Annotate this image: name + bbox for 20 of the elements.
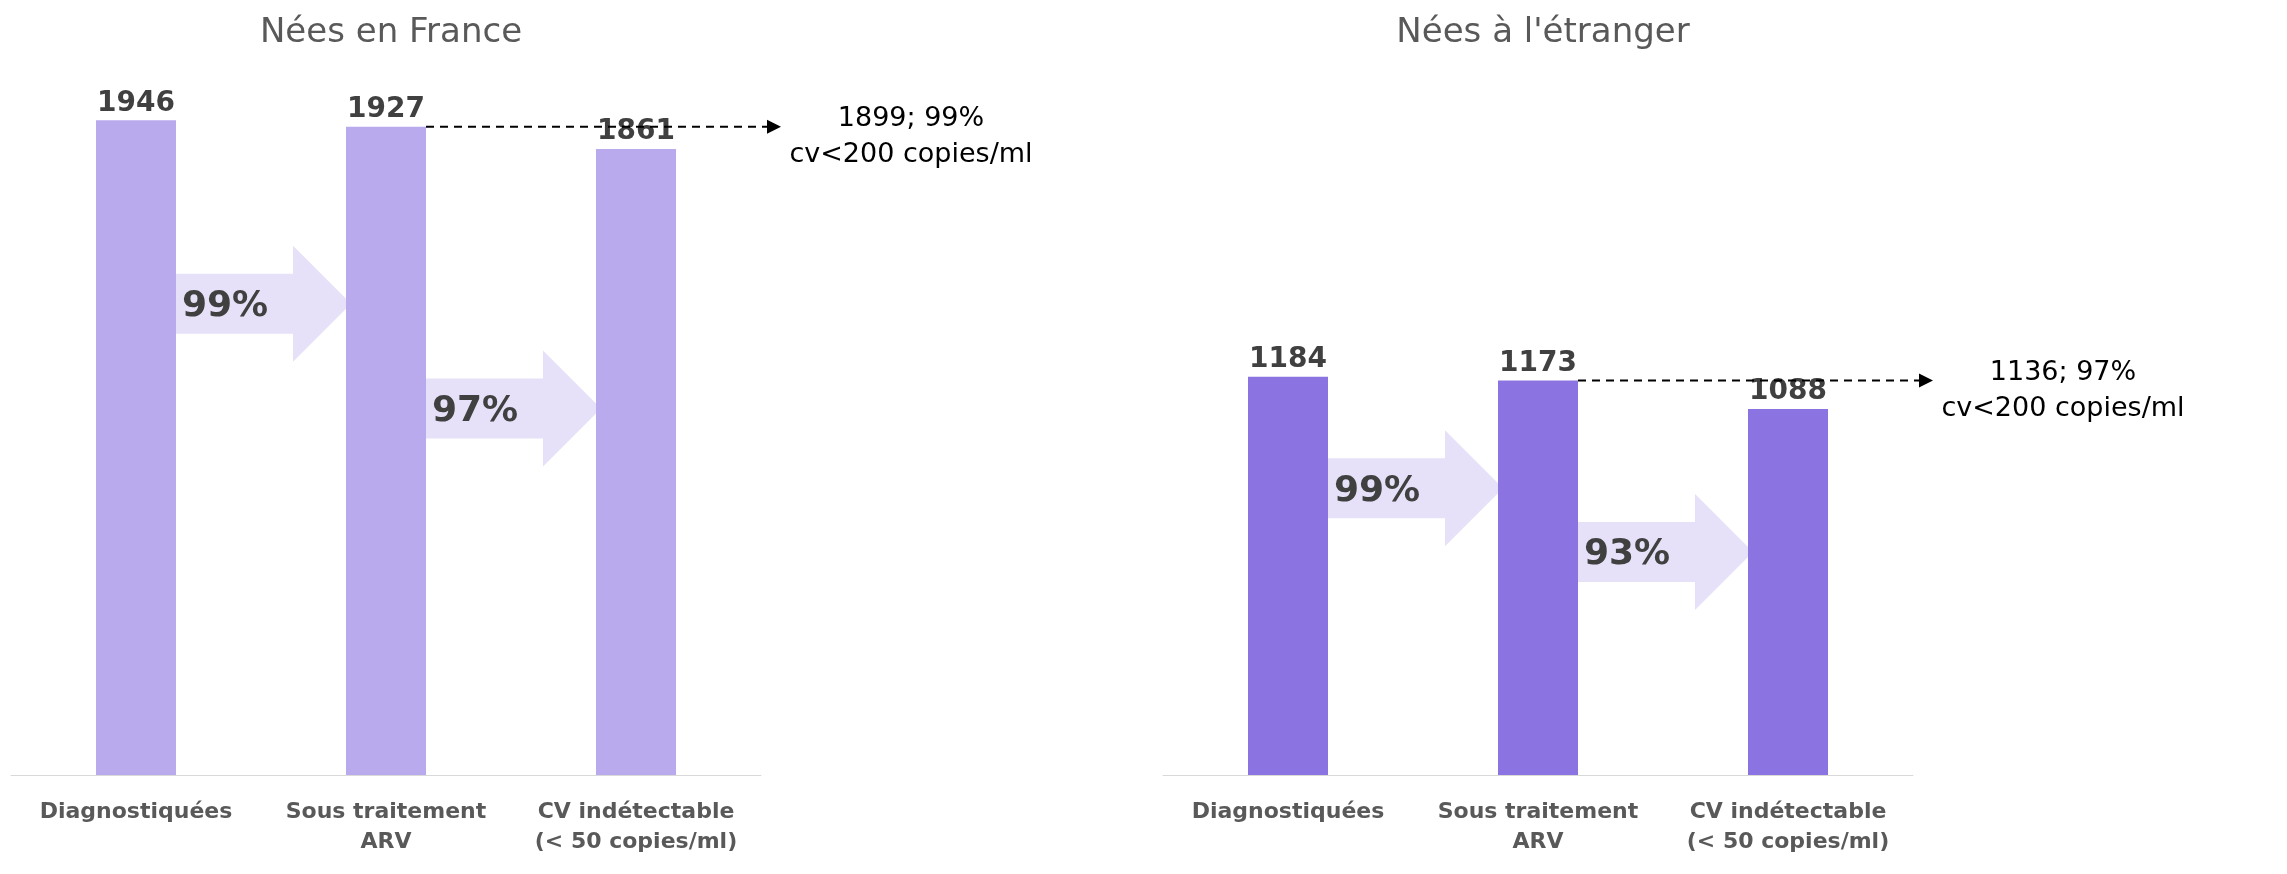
data-label: 1927 (347, 91, 425, 125)
data-label: 1184 (1249, 341, 1327, 375)
data-label: 1861 (597, 113, 675, 147)
x-tick-label: CV indétectable (< 50 copies/ml) (1686, 797, 1890, 853)
text: 1136; 97% cv<200 copies/ml (1941, 354, 2185, 422)
chart-title: Nées en France (259, 10, 523, 50)
data-label: 1946 (97, 84, 175, 118)
annotation: 99% (1334, 467, 1421, 509)
data-label: 1173 (1499, 344, 1577, 378)
chart-title: Nées à l'étranger (1396, 10, 1690, 50)
annotation: 97% (432, 387, 519, 429)
x-tick-label: Sous traitement ARV (1437, 797, 1639, 853)
x-tick-label: Sous traitement ARV (285, 797, 487, 853)
x-tick-label: CV indétectable (< 50 copies/ml) (534, 797, 738, 853)
annotation: 99% (182, 283, 269, 325)
text: 1899; 99% cv<200 copies/ml (789, 101, 1033, 169)
x-tick-label: Diagnostiquées (39, 797, 233, 823)
data-label: 1088 (1749, 373, 1827, 407)
x-tick-label: Diagnostiquées (1191, 797, 1385, 823)
annotation: 93% (1584, 531, 1671, 573)
